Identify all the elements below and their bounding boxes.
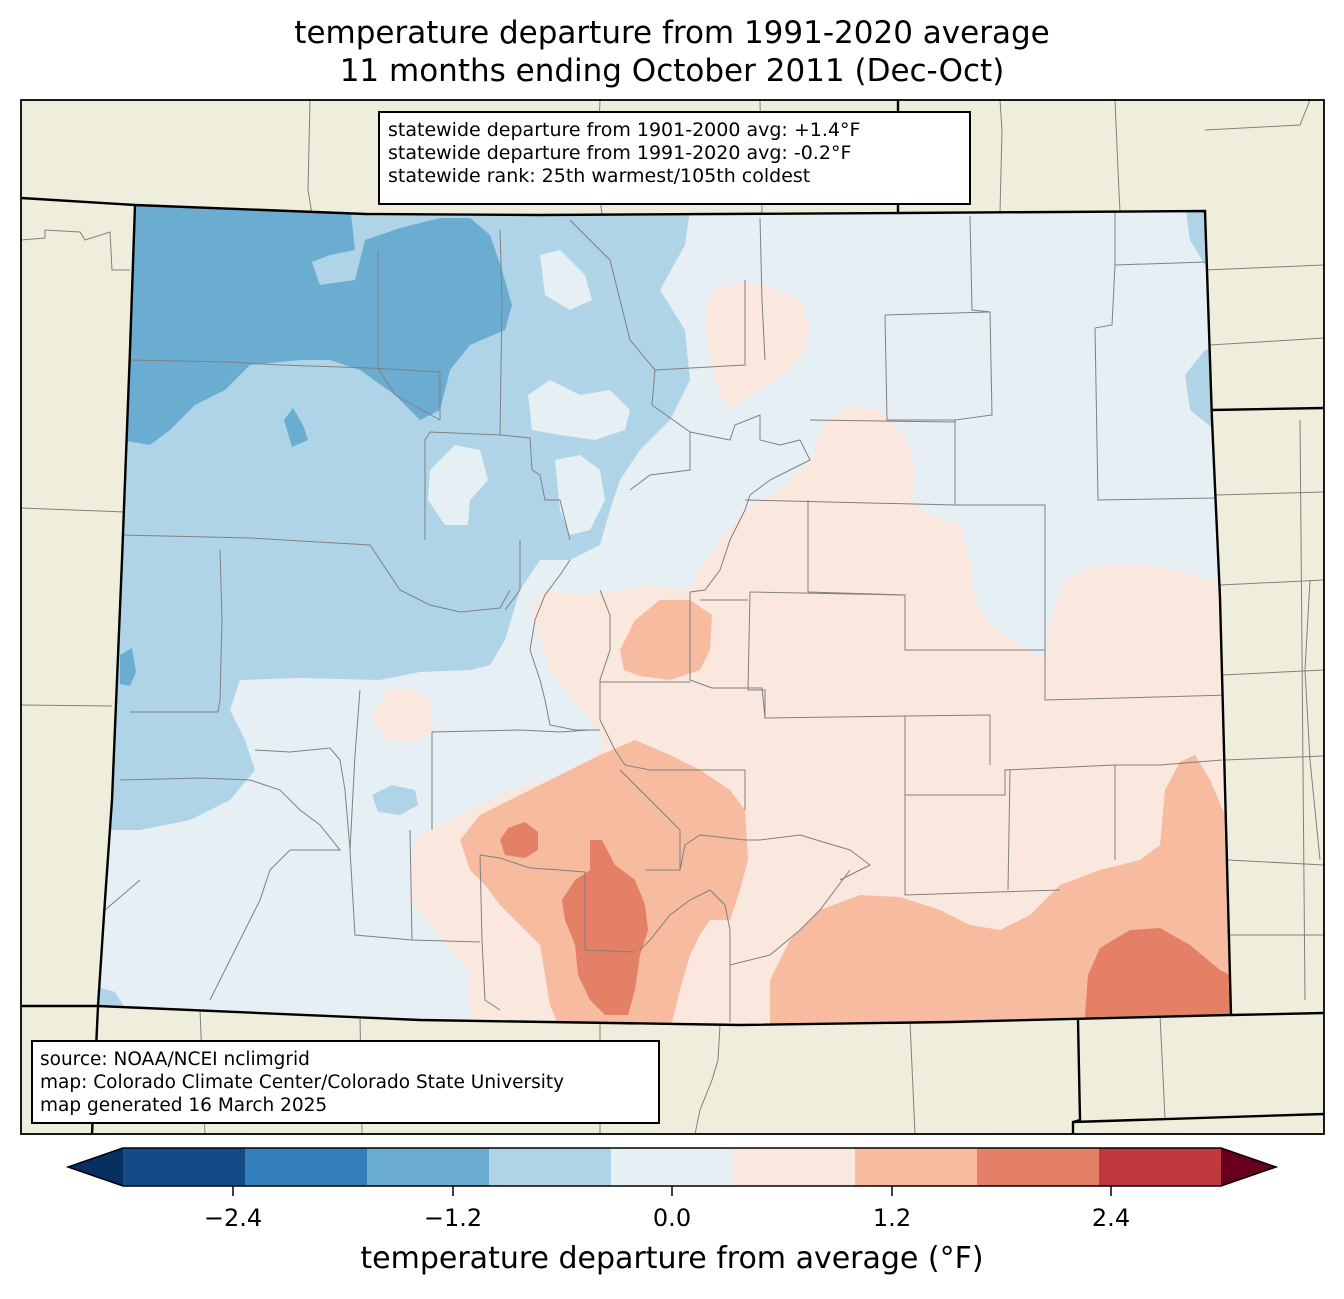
colorbar-tick-label: 1.2 xyxy=(872,1204,912,1232)
colorbar-over-arrow xyxy=(1221,1148,1276,1186)
field-12-to-18-sw-spot xyxy=(500,822,538,858)
field-minus12-to-minus18 xyxy=(98,205,512,445)
map-frame xyxy=(20,99,1325,1135)
temperature-departure-field xyxy=(98,205,1231,1025)
field-light-pocket-3 xyxy=(528,380,630,440)
colorbar-bin xyxy=(245,1148,368,1186)
field-12-to-18-south xyxy=(562,840,648,1015)
generated-date-line: map generated 16 March 2025 xyxy=(40,1095,328,1116)
stats-line-1901-2000: statewide departure from 1901-2000 avg: … xyxy=(388,119,861,141)
field-06-to-12-central xyxy=(620,600,712,680)
field-minus12-to-minus18-spot xyxy=(284,408,308,447)
colorbar-bin xyxy=(489,1148,612,1186)
stats-line-rank: statewide rank: 25th warmest/105th colde… xyxy=(388,165,811,187)
field-light-pocket-2 xyxy=(540,250,592,310)
colorbar-bin xyxy=(733,1148,856,1186)
colorbar-outline xyxy=(65,1147,1279,1187)
colorbar-bin xyxy=(123,1148,246,1186)
field-12-to-18-se xyxy=(1085,928,1231,1025)
colorbar-title: temperature departure from average (°F) xyxy=(360,1241,984,1276)
source-line: source: NOAA/NCEI nclimgrid xyxy=(40,1049,310,1070)
colorbar-under-arrow xyxy=(68,1148,123,1186)
statewide-stats-box: statewide departure from 1901-2000 avg: … xyxy=(378,111,971,205)
map-title-line2: 11 months ending October 2011 (Dec-Oct) xyxy=(339,53,1005,89)
colorbar-bin xyxy=(367,1148,490,1186)
colorbar-tick-label: −2.4 xyxy=(203,1204,263,1232)
county-lines xyxy=(104,212,1231,1022)
colorbar-ticks xyxy=(232,1186,1112,1196)
colorbar-tick-label: 0.0 xyxy=(652,1204,692,1232)
stats-line-1991-2020: statewide departure from 1991-2020 avg: … xyxy=(388,142,852,164)
colorbar-bin xyxy=(611,1148,734,1186)
colorbar-bin xyxy=(977,1148,1100,1186)
field-minus06-to-minus12-sw xyxy=(372,785,418,815)
source-credit-box: source: NOAA/NCEI nclimgrid map: Colorad… xyxy=(31,1040,660,1124)
field-0-to-06 xyxy=(705,282,810,410)
colorbar-bin xyxy=(1099,1148,1222,1186)
field-minus12-to-minus18-west xyxy=(120,648,136,686)
colorbar xyxy=(65,1147,1279,1196)
map-credit-line: map: Colorado Climate Center/Colorado St… xyxy=(40,1072,565,1093)
colorbar-tick-label: 2.4 xyxy=(1091,1204,1131,1232)
colorbar-bin xyxy=(855,1148,978,1186)
field-light-pocket-1 xyxy=(428,445,488,525)
field-light-pocket-4 xyxy=(555,455,605,535)
colorbar-tick-label: −1.2 xyxy=(423,1204,483,1232)
map-title-line1: temperature departure from 1991-2020 ave… xyxy=(294,15,1050,51)
field-0-to-06-west-blob xyxy=(372,688,432,742)
colorbar-bins xyxy=(123,1148,1222,1186)
